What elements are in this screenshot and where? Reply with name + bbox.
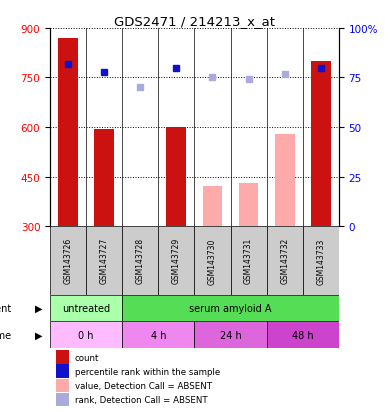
Bar (50, 321, 122, 348)
Bar (56, 379, 69, 392)
Bar (58, 39, 78, 226)
Text: percentile rank within the sample: percentile rank within the sample (75, 367, 220, 376)
Text: time: time (0, 330, 12, 340)
Text: value, Detection Call = ABSENT: value, Detection Call = ABSENT (75, 381, 212, 390)
Bar (194, 321, 266, 348)
Text: 4 h: 4 h (151, 330, 166, 340)
Bar (56, 365, 69, 378)
Bar (50, 226, 86, 295)
Bar (56, 351, 69, 364)
Text: 48 h: 48 h (292, 330, 313, 340)
Text: GSM143729: GSM143729 (172, 237, 181, 284)
Bar (239, 184, 258, 226)
Text: GSM143733: GSM143733 (316, 237, 325, 284)
Bar (194, 226, 231, 295)
Text: rank, Detection Call = ABSENT: rank, Detection Call = ABSENT (75, 395, 207, 404)
Bar (203, 187, 223, 226)
Text: GSM143730: GSM143730 (208, 237, 217, 284)
Bar (231, 226, 266, 295)
Bar (275, 134, 295, 226)
Text: 24 h: 24 h (220, 330, 241, 340)
Bar (122, 226, 158, 295)
Bar (311, 62, 331, 226)
Text: ▶: ▶ (35, 303, 42, 313)
Text: GSM143727: GSM143727 (100, 237, 109, 284)
Text: count: count (75, 353, 99, 362)
Bar (303, 226, 339, 295)
Text: GSM143726: GSM143726 (64, 237, 73, 284)
Bar (266, 321, 339, 348)
Text: ▶: ▶ (35, 330, 42, 340)
Text: 0 h: 0 h (79, 330, 94, 340)
Bar (122, 295, 339, 321)
Text: untreated: untreated (62, 303, 110, 313)
Text: serum amyloid A: serum amyloid A (189, 303, 272, 313)
Title: GDS2471 / 214213_x_at: GDS2471 / 214213_x_at (114, 15, 275, 28)
Bar (56, 393, 69, 406)
Bar (166, 128, 186, 226)
Bar (86, 226, 122, 295)
Text: GSM143728: GSM143728 (136, 237, 145, 284)
Bar (50, 295, 122, 321)
Bar (94, 129, 114, 226)
Text: agent: agent (0, 303, 12, 313)
Text: GSM143731: GSM143731 (244, 237, 253, 284)
Text: GSM143732: GSM143732 (280, 237, 289, 284)
Bar (266, 226, 303, 295)
Bar (122, 321, 194, 348)
Bar (158, 226, 194, 295)
